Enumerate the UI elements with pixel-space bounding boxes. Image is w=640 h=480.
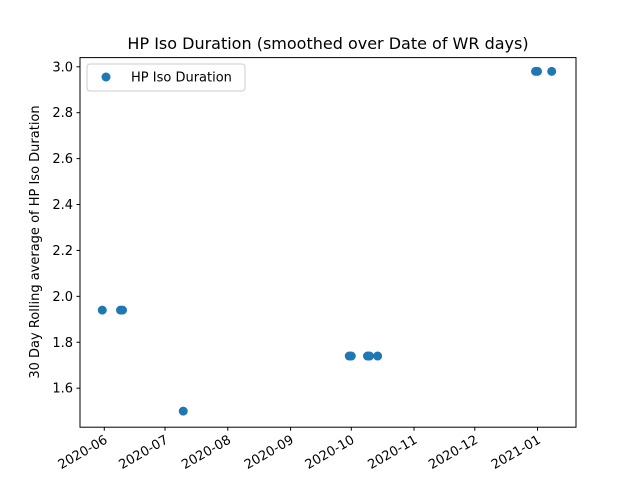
data-point [547,66,557,76]
y-tick-label: 2.0 [52,290,73,305]
y-tick-label: 2.8 [52,106,73,121]
data-point [178,406,188,416]
y-axis: 1.6 1.8 2.0 2.2 2.4 2.6 2.8 3.0 [52,60,80,397]
x-tick-label: 2020-07 [116,433,171,473]
plot-frame [79,57,577,428]
legend-box [86,63,246,92]
x-tick-label: 2020-08 [179,433,234,473]
y-tick-label: 1.8 [52,336,73,351]
legend: HP Iso Duration [86,63,246,92]
x-axis: 2020-06 2020-07 2020-08 2020-09 2020-10 2020-… [56,427,544,473]
x-tick-label: 2020-06 [56,433,111,473]
data-point [533,66,543,76]
y-tick-label: 1.6 [52,382,73,397]
legend-marker [101,72,111,82]
y-tick-label: 2.6 [52,152,73,167]
x-tick-label: 2020-09 [242,433,297,473]
x-tick-label: 2020-11 [365,433,420,473]
data-point [365,351,375,361]
points-layer [97,66,557,416]
chart-title: HP Iso Duration (smoothed over Date of W… [127,34,528,53]
y-tick-label: 2.4 [52,198,73,213]
data-point [118,305,128,315]
data-point [373,351,383,361]
legend-label: HP Iso Duration [131,71,232,86]
x-tick-label: 2020-10 [303,433,358,473]
data-point [97,305,107,315]
y-axis-label: 30 Day Rolling average of HP Iso Duratio… [28,105,43,378]
x-tick-label: 2020-12 [426,433,481,473]
y-tick-label: 3.0 [52,60,73,75]
x-tick-label: 2021-01 [489,433,544,473]
data-point [346,351,356,361]
y-tick-label: 2.2 [52,244,73,259]
